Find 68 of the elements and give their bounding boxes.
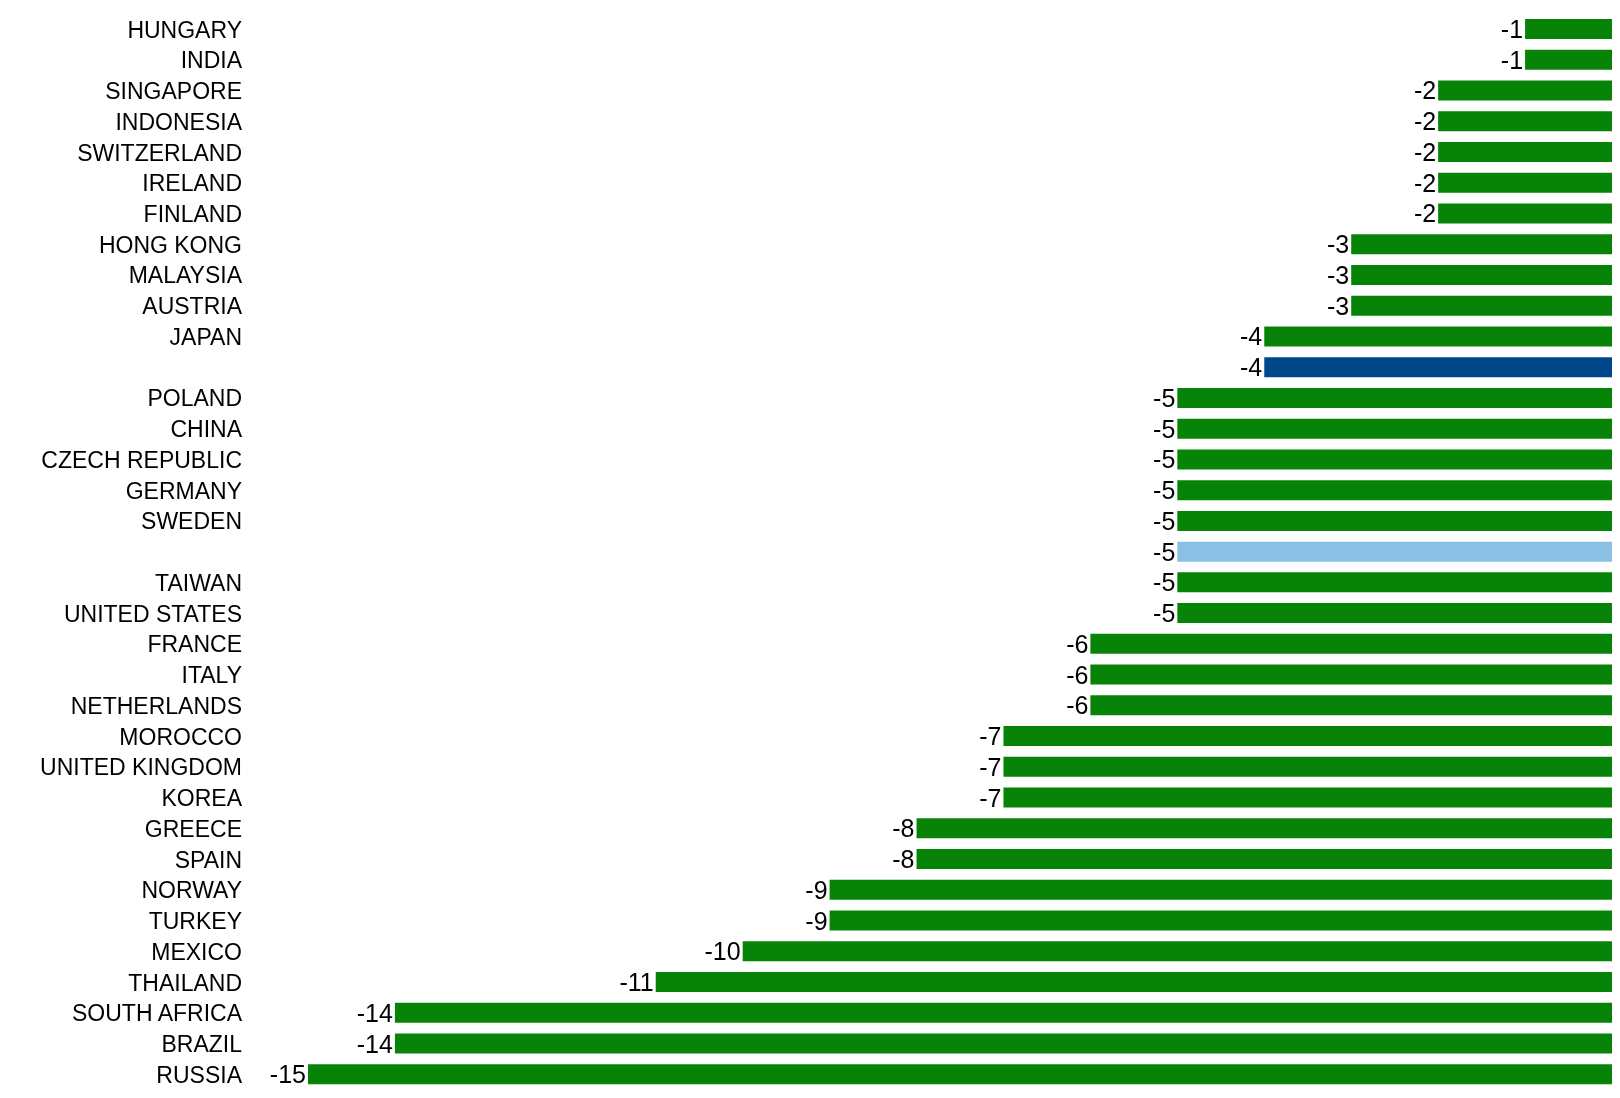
y-tick-label: GERMANY: [125, 477, 242, 504]
y-tick-label: MOROCCO: [119, 723, 242, 750]
data-label: -11: [619, 968, 654, 997]
data-label: -7: [979, 752, 1002, 781]
y-tick-label: SWEDEN: [141, 508, 242, 535]
data-label: -3: [1326, 291, 1350, 320]
y-tick-label: UNITED KINGDOM: [40, 754, 242, 781]
data-label: -5: [1153, 414, 1176, 443]
data-label: -5: [1153, 383, 1176, 412]
data-label: -15: [269, 1060, 306, 1089]
y-tick-label: INDIA: [180, 47, 243, 74]
data-label: -14: [356, 1029, 394, 1058]
data-label: -2: [1413, 199, 1437, 228]
data-label: -7: [979, 722, 1002, 751]
data-label: -5: [1153, 537, 1176, 566]
y-tick-label: NETHERLANDS: [70, 692, 242, 719]
y-tick-label: FINLAND: [143, 200, 242, 227]
data-label: -10: [704, 937, 741, 966]
data-label: -3: [1326, 260, 1350, 289]
y-tick-label: AUSTRIA: [142, 293, 243, 320]
data-label: -8: [892, 845, 915, 874]
data-label: -6: [1066, 629, 1089, 658]
y-tick-label: SPAIN: [174, 846, 242, 873]
data-label: -5: [1153, 506, 1176, 535]
y-tick-label: RUSSIA: [156, 1061, 243, 1088]
data-label: -2: [1413, 168, 1437, 197]
y-tick-label: NORWAY: [141, 877, 242, 904]
y-tick-label: INDONESIA: [115, 108, 243, 135]
data-label: -5: [1153, 445, 1176, 474]
data-label: -5: [1153, 476, 1176, 505]
data-label: -6: [1066, 691, 1089, 720]
y-tick-label: THAILAND: [128, 969, 242, 996]
y-tick-label: TURKEY: [148, 908, 242, 935]
y-tick-label: SOUTH AFRICA: [72, 1000, 243, 1027]
y-tick-label: BRAZIL: [161, 1031, 243, 1058]
y-tick-label: HUNGARY: [127, 16, 242, 43]
y-tick-label: CZECH REPUBLIC: [41, 446, 242, 473]
y-tick-label: JAPAN: [169, 323, 242, 350]
data-label: -9: [805, 906, 828, 935]
data-label: -1: [1500, 15, 1524, 43]
y-tick-label: MEXICO: [151, 938, 242, 965]
y-tick-label: MALAYSIA: [128, 262, 243, 289]
y-tick-label: UNITED STATES: [63, 600, 242, 627]
y-tick-label: FRANCE: [147, 631, 242, 658]
data-label: -8: [892, 814, 915, 843]
y-tick-label: HONG KONG: [98, 231, 242, 258]
data-label: -7: [979, 783, 1002, 812]
y-tick-label: GREECE: [144, 815, 242, 842]
data-label: -4: [1240, 322, 1263, 351]
data-label: -14: [356, 998, 394, 1027]
y-tick-label: IRELAND: [142, 170, 242, 197]
y-tick-label: SWITZERLAND: [77, 139, 242, 166]
y-tick-label: KOREA: [161, 785, 243, 812]
data-label: -3: [1326, 230, 1350, 259]
y-tick-label: TAIWAN: [155, 569, 242, 596]
data-label: -5: [1153, 599, 1176, 628]
data-label: -5: [1153, 568, 1176, 597]
data-label: -2: [1413, 107, 1437, 136]
y-tick-label: CHINA: [170, 416, 243, 443]
y-tick-label: SINGAPORE: [105, 78, 242, 105]
data-label: -9: [805, 875, 828, 904]
y-tick-label: ITALY: [181, 662, 242, 689]
data-label: -4: [1240, 353, 1263, 382]
data-label: -2: [1413, 137, 1437, 166]
data-label: -6: [1066, 660, 1089, 689]
data-label: -1: [1500, 45, 1524, 74]
y-tick-label: POLAND: [147, 385, 242, 412]
data-label: -2: [1413, 76, 1437, 105]
